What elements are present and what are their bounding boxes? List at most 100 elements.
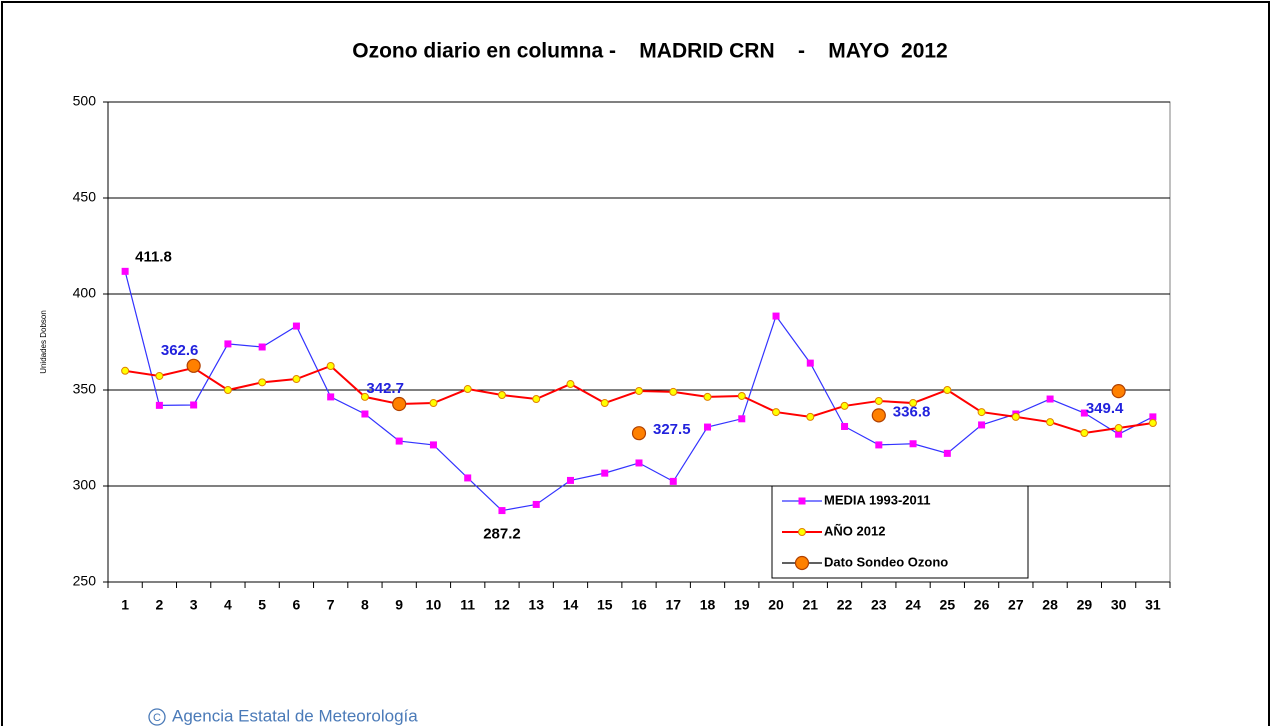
point bbox=[978, 421, 986, 429]
x-tick-label: 12 bbox=[494, 597, 510, 613]
point bbox=[155, 371, 164, 380]
data-label: 327.5 bbox=[653, 421, 691, 438]
y-tick-label: 300 bbox=[73, 477, 97, 493]
point bbox=[566, 476, 574, 484]
x-tick-label: 16 bbox=[631, 597, 647, 613]
point bbox=[772, 312, 780, 320]
point bbox=[395, 437, 403, 445]
point bbox=[798, 528, 806, 536]
x-tick-label: 21 bbox=[803, 597, 819, 613]
point bbox=[429, 441, 437, 449]
point bbox=[463, 385, 472, 394]
x-tick-label: 3 bbox=[190, 597, 198, 613]
point bbox=[532, 395, 541, 404]
x-tick-label: 30 bbox=[1111, 597, 1127, 613]
x-tick-label: 29 bbox=[1077, 597, 1093, 613]
x-tick-label: 17 bbox=[665, 597, 681, 613]
x-tick-label: 18 bbox=[700, 597, 716, 613]
x-tick-label: 22 bbox=[837, 597, 853, 613]
point bbox=[772, 408, 781, 417]
data-label: 287.2 bbox=[483, 526, 521, 543]
point bbox=[327, 393, 335, 401]
y-axis-label: Unidades Dobson bbox=[39, 310, 48, 374]
y-tick-label: 400 bbox=[73, 285, 97, 301]
point bbox=[498, 507, 506, 515]
point bbox=[798, 497, 806, 505]
x-tick-label: 8 bbox=[361, 597, 369, 613]
x-tick-label: 20 bbox=[768, 597, 784, 613]
point bbox=[190, 401, 198, 409]
x-tick-label: 6 bbox=[293, 597, 301, 613]
point bbox=[600, 399, 609, 408]
point bbox=[224, 340, 232, 348]
point bbox=[532, 500, 540, 508]
data-label: 362.6 bbox=[161, 342, 199, 359]
point bbox=[1011, 412, 1020, 421]
x-tick-label: 19 bbox=[734, 597, 750, 613]
x-tick-label: 25 bbox=[940, 597, 956, 613]
chart-title: Ozono diario en columna - MADRID CRN - M… bbox=[352, 40, 947, 63]
y-tick-label: 450 bbox=[73, 189, 97, 205]
svg-text:C: C bbox=[153, 712, 161, 724]
point bbox=[631, 426, 647, 441]
point bbox=[806, 412, 815, 421]
data-label: 411.8 bbox=[135, 248, 172, 265]
point bbox=[874, 396, 883, 405]
x-tick-label: 10 bbox=[426, 597, 442, 613]
point bbox=[360, 392, 369, 401]
point bbox=[1111, 384, 1126, 399]
point bbox=[497, 390, 506, 399]
series bbox=[121, 362, 1157, 438]
point bbox=[871, 408, 886, 423]
x-tick-label: 31 bbox=[1145, 597, 1161, 613]
legend-label: MEDIA 1993-2011 bbox=[824, 492, 930, 507]
point bbox=[1115, 430, 1123, 438]
data-label: 336.8 bbox=[893, 403, 931, 420]
point bbox=[1114, 424, 1123, 433]
x-tick-label: 13 bbox=[528, 597, 544, 613]
point bbox=[186, 358, 201, 373]
point bbox=[738, 415, 746, 423]
x-tick-label: 28 bbox=[1042, 597, 1058, 613]
point bbox=[1046, 418, 1055, 427]
point bbox=[875, 441, 883, 449]
x-tick-label: 24 bbox=[905, 597, 921, 613]
y-tick-label: 350 bbox=[73, 381, 97, 397]
point bbox=[429, 399, 438, 408]
point bbox=[392, 396, 407, 412]
x-tick-label: 5 bbox=[258, 597, 266, 613]
point bbox=[977, 408, 986, 417]
x-tick-label: 11 bbox=[460, 597, 475, 613]
x-tick-label: 23 bbox=[871, 597, 887, 613]
point bbox=[704, 423, 712, 431]
point bbox=[292, 375, 301, 384]
point bbox=[292, 322, 300, 330]
footer: Agencia Estatal de Meteorología bbox=[172, 706, 418, 725]
point bbox=[155, 401, 163, 409]
point bbox=[909, 399, 918, 408]
point bbox=[1046, 395, 1054, 403]
point bbox=[121, 267, 129, 275]
point bbox=[566, 380, 575, 389]
point bbox=[737, 391, 746, 400]
data-label: 342.7 bbox=[366, 380, 404, 397]
point bbox=[703, 392, 712, 401]
x-tick-label: 1 bbox=[121, 597, 129, 613]
data-label: 349.4 bbox=[1086, 400, 1124, 417]
x-tick-label: 2 bbox=[155, 597, 163, 613]
legend-label: AÑO 2012 bbox=[824, 523, 885, 538]
point bbox=[1149, 413, 1157, 421]
point bbox=[635, 386, 643, 395]
point bbox=[794, 555, 810, 571]
point bbox=[223, 386, 232, 394]
x-tick-label: 15 bbox=[597, 597, 613, 613]
x-tick-label: 7 bbox=[327, 597, 335, 613]
point bbox=[464, 474, 472, 482]
point bbox=[840, 401, 849, 410]
point bbox=[943, 449, 951, 457]
point bbox=[806, 359, 814, 367]
legend: MEDIA 1993-2011 AÑO 2012 Dato Sondeo Ozono bbox=[771, 485, 1029, 579]
point bbox=[326, 362, 335, 370]
y-tick-label: 500 bbox=[73, 93, 97, 109]
